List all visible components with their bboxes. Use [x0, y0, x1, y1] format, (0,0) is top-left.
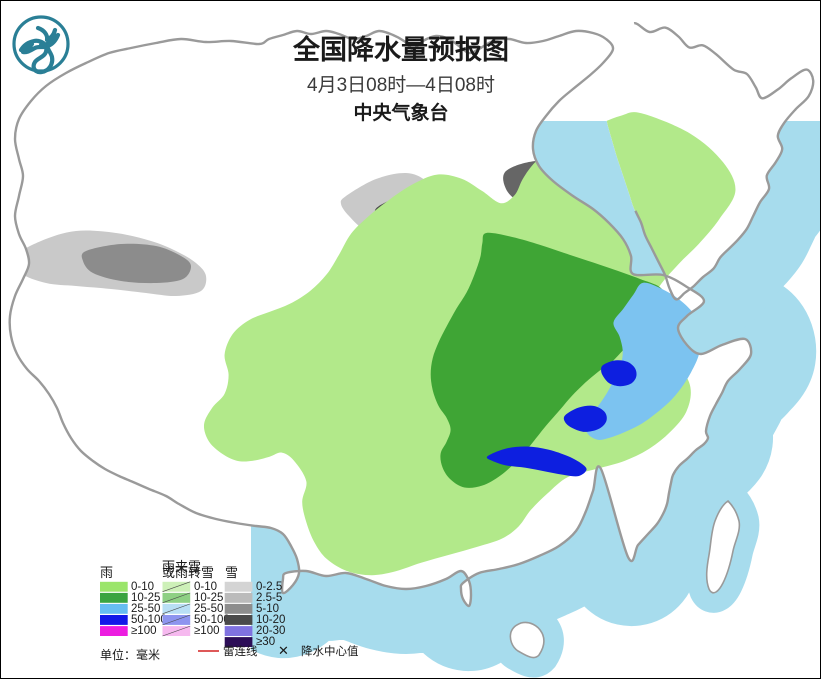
svg-text:✕: ✕ [278, 643, 289, 658]
svg-text:≥30: ≥30 [256, 636, 275, 648]
svg-text:≥100: ≥100 [131, 625, 157, 637]
svg-text:中央气象台: 中央气象台 [353, 101, 448, 124]
svg-text:4月3日08时—4日08时: 4月3日08时—4日08时 [307, 74, 495, 96]
svg-text:或雨转雪: 或雨转雪 [162, 565, 214, 580]
svg-text:雨: 雨 [100, 565, 113, 580]
svg-text:单位：毫米: 单位：毫米 [100, 647, 160, 662]
svg-text:全国降水量预报图: 全国降水量预报图 [292, 34, 509, 65]
svg-text:降水中心值: 降水中心值 [301, 644, 359, 658]
svg-text:雪: 雪 [225, 565, 238, 580]
svg-text:≥100: ≥100 [194, 625, 220, 637]
svg-text:雷连线: 雷连线 [223, 644, 258, 658]
